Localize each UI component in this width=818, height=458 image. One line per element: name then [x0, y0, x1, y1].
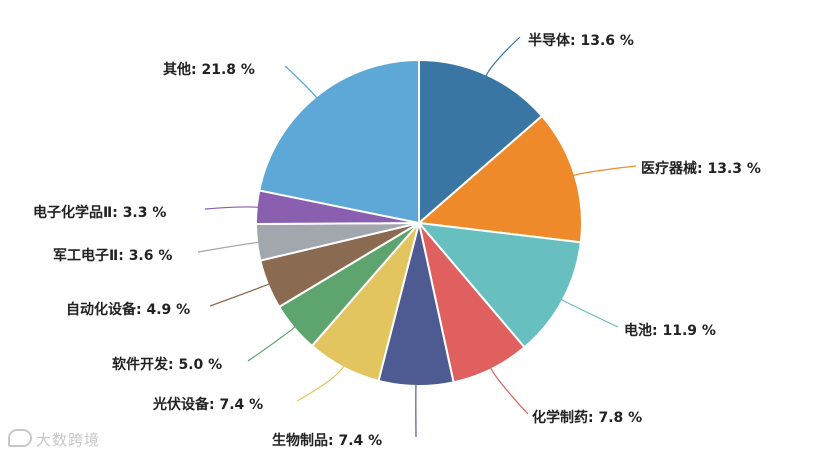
leader-line-10	[204, 206, 259, 210]
slice-label-9: 军工电子Ⅱ: 3.6 %	[53, 247, 172, 264]
slice-label-8: 自动化设备: 4.9 %	[66, 301, 190, 318]
slice-label-5: 生物制品: 7.4 %	[272, 432, 382, 449]
leader-line-2	[572, 165, 637, 177]
slice-label-11: 其他: 21.8 %	[163, 61, 255, 78]
slice-label-3: 电池: 11.9 %	[624, 322, 716, 339]
pie-slices	[254, 59, 583, 387]
leader-line-3	[560, 298, 619, 328]
slice-label-2: 医疗器械: 13.3 %	[641, 160, 761, 177]
leader-line-8	[209, 283, 271, 307]
slice-label-10: 电子化学品Ⅱ: 3.3 %	[33, 204, 166, 221]
watermark: 大数跨境	[8, 429, 100, 450]
slice-label-1: 半导体: 13.6 %	[528, 32, 634, 49]
watermark-text: 大数跨境	[36, 431, 101, 449]
leader-line-1	[485, 36, 521, 77]
leader-line-7	[247, 325, 296, 362]
slice-label-4: 化学制药: 7.8 %	[532, 409, 642, 426]
leader-line-4	[489, 367, 529, 415]
leader-line-6	[296, 365, 345, 402]
slice-labels: 半导体: 13.6 % 医疗器械: 13.3 % 电池: 11.9 % 化学制药: 7…	[33, 32, 761, 449]
leader-line-9	[197, 241, 260, 253]
leader-lines	[197, 36, 637, 438]
slice-label-7: 软件开发: 5.0 %	[112, 356, 222, 373]
speech-bubble-icon	[8, 429, 32, 447]
leader-line-11	[284, 65, 318, 99]
slice-label-6: 光伏设备: 7.4 %	[152, 396, 263, 413]
